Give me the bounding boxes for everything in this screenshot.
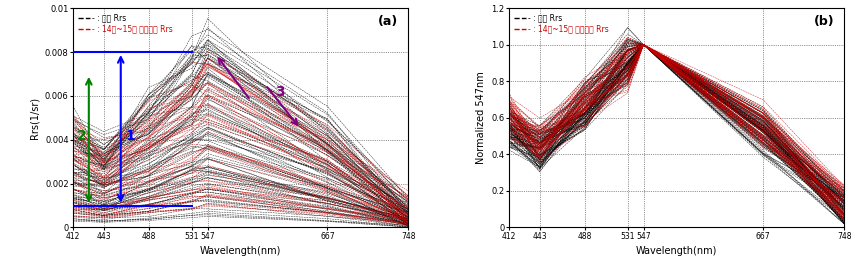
X-axis label: Wavelength(nm): Wavelength(nm) bbox=[200, 246, 281, 256]
Legend: - : 모델 Rrs, - : 14년~15년 현장관측 Rrs: - : 모델 Rrs, - : 14년~15년 현장관측 Rrs bbox=[76, 12, 174, 35]
Text: 2: 2 bbox=[77, 129, 87, 143]
Y-axis label: Rrs(1/sr): Rrs(1/sr) bbox=[29, 97, 39, 139]
Legend: - : 모델 Rrs, - : 14년~15년 현장관측 Rrs: - : 모델 Rrs, - : 14년~15년 현장관측 Rrs bbox=[512, 12, 610, 35]
X-axis label: Wavelength(nm): Wavelength(nm) bbox=[636, 246, 717, 256]
Text: 3: 3 bbox=[275, 85, 285, 99]
Text: (a): (a) bbox=[378, 15, 399, 28]
Text: (b): (b) bbox=[813, 15, 834, 28]
Text: 1: 1 bbox=[126, 129, 135, 143]
Y-axis label: Normalized 547nm: Normalized 547nm bbox=[476, 72, 486, 164]
